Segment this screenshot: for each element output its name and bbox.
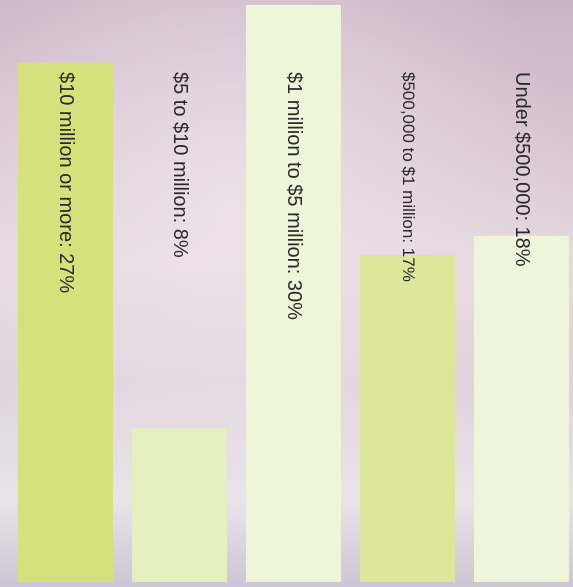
bar-label: $1 million to $5 million: 30% [283, 72, 305, 320]
bar-label: $10 million or more: 27% [55, 72, 77, 293]
page: $10 million or more: 27% $5 to $10 millio… [0, 0, 573, 587]
chart: $10 million or more: 27% $5 to $10 millio… [0, 0, 573, 587]
bar [360, 255, 455, 582]
bar-label: $5 to $10 million: 8% [169, 72, 191, 258]
bar [132, 428, 227, 582]
bar [474, 236, 569, 582]
bar-label: Under $500,000: 18% [511, 72, 533, 267]
bar-label: $500,000 to $1 million: 17% [399, 72, 418, 282]
